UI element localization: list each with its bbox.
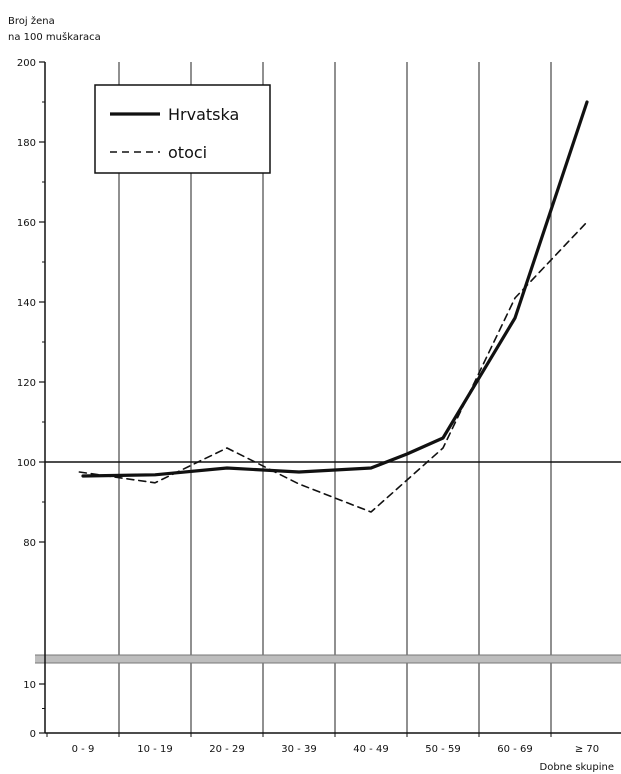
y-tick-label: 100 <box>17 458 36 469</box>
legend-label-hrvatska: Hrvatska <box>168 105 239 124</box>
x-category-label: 0 - 9 <box>72 744 95 755</box>
y-axis-title: Broj žena na 100 muškaraca <box>8 15 101 43</box>
x-category-label: 40 - 49 <box>353 744 388 755</box>
x-axis-title: Dobne skupine <box>540 762 614 773</box>
y-tick-label: 0 <box>30 729 36 740</box>
x-category-label: ≥ 70 <box>575 744 599 755</box>
x-category-label: 60 - 69 <box>497 744 532 755</box>
y-tick-label: 120 <box>17 378 36 389</box>
axes <box>42 62 621 737</box>
x-category-label: 20 - 29 <box>209 744 244 755</box>
y-tick-label: 160 <box>17 218 36 229</box>
axis-break-band <box>35 654 621 664</box>
x-category-label: 30 - 39 <box>281 744 316 755</box>
y-axis-title-line-1: Broj žena <box>8 15 55 27</box>
legend-label-otoci: otoci <box>168 143 207 162</box>
x-category-label: 10 - 19 <box>137 744 172 755</box>
series-line-hrvatska <box>81 100 589 478</box>
y-axis-ticks: 0 10 80 100 120 140 160 180 200 <box>17 58 45 740</box>
y-tick-label: 200 <box>17 58 36 69</box>
legend: Hrvatska otoci <box>94 84 271 174</box>
y-tick-label: 10 <box>23 680 36 691</box>
y-tick-label: 140 <box>17 298 36 309</box>
y-axis-title-line-2: na 100 muškaraca <box>8 31 101 43</box>
grid-lines <box>45 62 621 733</box>
x-axis-labels: 0 - 9 10 - 19 20 - 29 30 - 39 40 - 49 50 - 59… <box>72 744 600 755</box>
legend-box <box>94 84 271 174</box>
axis-break-band-fill <box>35 655 621 663</box>
series-lines <box>78 100 589 513</box>
x-category-label: 50 - 59 <box>425 744 460 755</box>
y-tick-label: 180 <box>17 138 36 149</box>
y-tick-label: 80 <box>23 538 36 549</box>
series-line-otoci <box>78 221 588 513</box>
